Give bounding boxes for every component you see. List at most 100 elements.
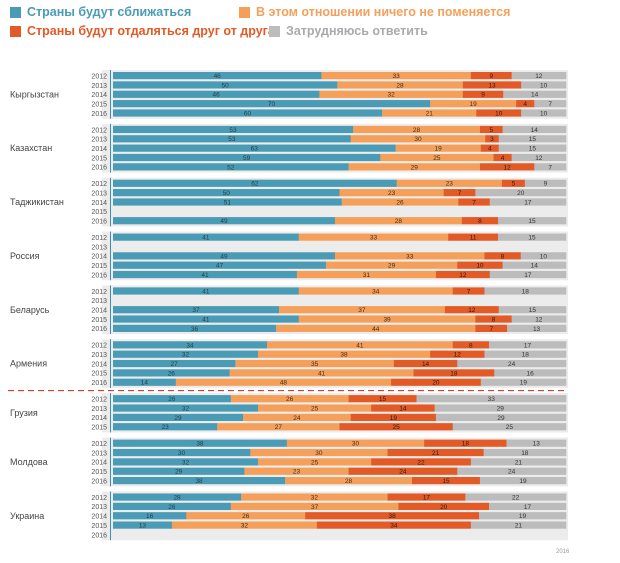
data-label: 22 <box>417 459 425 466</box>
year-label: 2014 <box>91 460 107 467</box>
data-label: 19 <box>470 101 478 108</box>
bar-segment-hard <box>457 467 567 475</box>
year-label: 2014 <box>91 514 107 521</box>
year-label: 2016 <box>91 532 107 539</box>
bar-segment-diverge <box>484 252 521 260</box>
data-label: 32 <box>311 494 319 501</box>
legend-swatch-converge <box>10 6 21 18</box>
bar-segment-diverge <box>443 189 476 197</box>
data-label: 21 <box>515 523 523 530</box>
year-label: 2015 <box>91 469 107 476</box>
data-label: 41 <box>202 288 210 295</box>
data-label: 59 <box>243 155 251 162</box>
legend-label-converge: Страны будут сближаться <box>27 5 192 19</box>
bar-segment-converge <box>113 350 259 358</box>
data-label: 47 <box>216 263 224 270</box>
data-label: 10 <box>540 253 548 260</box>
year-label: 2014 <box>91 254 107 261</box>
bar-segment-hard <box>434 404 567 412</box>
data-label: 49 <box>220 218 228 225</box>
data-label: 28 <box>413 127 421 134</box>
data-label: 17 <box>524 504 532 511</box>
bar-segment-converge <box>113 341 268 349</box>
bar-segment-nochange <box>267 341 454 349</box>
year-label: 2016 <box>91 219 107 226</box>
data-label: 7 <box>489 326 493 333</box>
legend-item-hard: Затрудняюсь ответить <box>269 24 428 38</box>
year-label: 2013 <box>91 352 107 359</box>
year-label: 2014 <box>91 200 107 207</box>
data-label: 23 <box>446 181 454 188</box>
data-label: 33 <box>393 73 401 80</box>
bar-segment-hard <box>416 395 567 403</box>
data-label: 12 <box>503 164 511 171</box>
bar-segment-converge <box>113 493 242 501</box>
data-label: 50 <box>222 82 230 89</box>
data-label: 32 <box>387 92 395 99</box>
data-label: 7 <box>548 101 552 108</box>
bar-segment-converge <box>113 135 352 143</box>
data-label: 24 <box>508 361 516 368</box>
data-label: 41 <box>202 316 210 323</box>
data-label: 26 <box>286 396 294 403</box>
bar-segment-diverge <box>316 521 472 529</box>
data-label: 10 <box>476 263 484 270</box>
data-label: 38 <box>196 441 204 448</box>
data-label: 7 <box>458 190 462 197</box>
bar-segment-diverge <box>339 423 454 431</box>
country-label: Армения <box>10 359 47 369</box>
bar-segment-nochange <box>285 477 413 485</box>
data-label: 48 <box>280 380 288 387</box>
data-label: 14 <box>422 361 430 368</box>
data-label: 19 <box>520 380 528 387</box>
bar-segment-converge <box>113 467 245 475</box>
bar-segment-diverge <box>493 153 512 162</box>
data-label: 9 <box>489 73 493 80</box>
data-label: 18 <box>450 370 458 377</box>
data-label: 28 <box>345 478 353 485</box>
data-label: 15 <box>528 218 536 225</box>
data-label: 12 <box>454 352 462 359</box>
data-label: 15 <box>529 307 537 314</box>
bar-segment-diverge <box>485 135 500 143</box>
bar-segment-nochange <box>230 502 399 510</box>
data-label: 26 <box>168 504 176 511</box>
bar-segment-nochange <box>348 163 481 171</box>
data-label: 35 <box>311 361 319 368</box>
bar-segment-nochange <box>380 153 494 162</box>
bar-segment-hard <box>511 315 567 323</box>
legend-label-hard: Затрудняюсь ответить <box>286 24 428 38</box>
year-label: 2012 <box>91 343 107 350</box>
data-label: 31 <box>363 272 371 279</box>
data-label: 16 <box>527 370 535 377</box>
legend: Страны будут сближаться В этом отношении… <box>0 0 620 56</box>
bar-segment-nochange <box>296 270 437 279</box>
data-label: 13 <box>533 326 541 333</box>
bar-segment-hard <box>511 72 567 80</box>
bar-segment-diverge <box>305 512 480 520</box>
data-label: 21 <box>426 110 434 117</box>
bar-segment-converge <box>113 109 383 117</box>
bar-segment-diverge <box>461 217 499 225</box>
data-label: 37 <box>311 504 319 511</box>
data-label: 29 <box>388 263 396 270</box>
bar-segment-converge <box>113 359 236 368</box>
bar-segment-diverge <box>398 502 490 510</box>
data-label: 19 <box>519 513 527 520</box>
bar-segment-hard <box>489 270 567 279</box>
data-label: 23 <box>388 190 396 197</box>
bar-segment-hard <box>506 439 567 447</box>
data-label: 49 <box>220 253 228 260</box>
data-label: 10 <box>495 110 503 117</box>
bar-segment-hard <box>494 369 567 377</box>
data-label: 30 <box>414 136 422 143</box>
country-label: Россия <box>10 251 40 261</box>
data-label: 32 <box>182 459 190 466</box>
data-label: 4 <box>488 146 492 153</box>
bar-segment-diverge <box>393 359 458 368</box>
year-label: 2016 <box>91 478 107 485</box>
data-label: 19 <box>390 415 398 422</box>
bar-segment-nochange <box>334 217 463 225</box>
bar-segment-hard <box>498 217 567 225</box>
year-label: 2016 <box>91 272 107 279</box>
